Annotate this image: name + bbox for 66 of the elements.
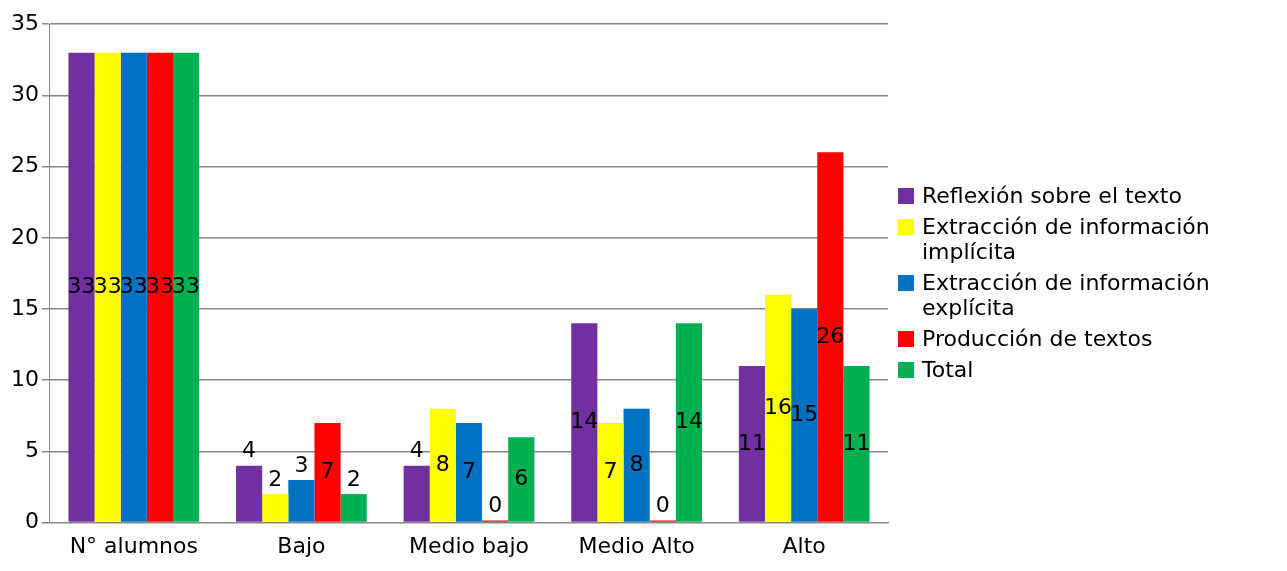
- data-label: 7: [320, 458, 335, 484]
- legend-label: Total: [922, 357, 974, 382]
- bar: [817, 152, 844, 522]
- legend-label: Extracción de información explícita: [922, 270, 1211, 320]
- y-tick-label: 20: [10, 223, 39, 249]
- bar: [597, 422, 624, 522]
- bar: [68, 52, 95, 522]
- data-label: 33: [67, 272, 96, 298]
- data-label: 2: [346, 465, 361, 491]
- data-label: 0: [655, 492, 670, 518]
- data-label: 26: [816, 322, 845, 348]
- bar: [623, 408, 650, 522]
- data-label: 0: [488, 492, 503, 518]
- bar: [94, 52, 121, 522]
- y-tick-label: 15: [10, 294, 39, 320]
- y-tick-label: 30: [10, 81, 39, 107]
- bar: [340, 494, 367, 522]
- bar: [120, 52, 147, 522]
- data-label: 33: [119, 272, 148, 298]
- data-label: 4: [242, 437, 257, 463]
- bar: [403, 465, 430, 522]
- x-tick-label: Alto: [782, 532, 826, 558]
- bar: [455, 422, 483, 522]
- data-label: 33: [93, 272, 122, 298]
- bar: [764, 294, 792, 522]
- bar: [262, 494, 289, 522]
- data-label: 15: [790, 401, 819, 427]
- legend-label: Producción de textos: [922, 326, 1153, 351]
- legend-label: Extracción de información implícita: [922, 214, 1211, 264]
- data-label: 8: [435, 450, 450, 476]
- y-tick-label: 5: [24, 437, 39, 463]
- data-label: 14: [674, 408, 703, 434]
- bar: [173, 52, 200, 522]
- data-label: 14: [570, 408, 599, 434]
- bar: [429, 408, 456, 522]
- data-label: 8: [629, 450, 644, 476]
- bar: [314, 422, 341, 522]
- y-tick-label: 10: [10, 365, 39, 391]
- data-label: 33: [145, 272, 174, 298]
- bar: [508, 437, 535, 522]
- x-tick-label: Bajo: [277, 532, 326, 558]
- legend-label: Reflexión sobre el texto: [922, 183, 1182, 208]
- y-tick-label: 0: [24, 508, 39, 534]
- bar: [791, 309, 818, 522]
- data-label: 16: [764, 394, 793, 420]
- bar: [288, 479, 315, 522]
- y-tick-label: 25: [10, 152, 39, 178]
- y-tick-label: 35: [10, 9, 39, 35]
- x-tick-label: N° alumnos: [69, 532, 198, 558]
- data-label: 4: [409, 437, 424, 463]
- data-label: 7: [462, 458, 476, 484]
- bar: [146, 52, 174, 522]
- bar: [738, 365, 765, 522]
- bar: [843, 365, 870, 522]
- bar: [236, 465, 263, 522]
- bar: [675, 323, 702, 522]
- x-tick-label: Medio bajo: [408, 532, 530, 558]
- bar: [571, 323, 598, 522]
- data-label: 3: [294, 451, 309, 477]
- data-label: 11: [737, 429, 766, 455]
- data-label: 6: [514, 465, 529, 491]
- data-label: 33: [172, 272, 201, 298]
- data-label: 7: [603, 458, 618, 484]
- x-tick-label: Medio Alto: [578, 532, 695, 558]
- data-label: 2: [268, 465, 283, 491]
- data-label: 11: [842, 429, 871, 455]
